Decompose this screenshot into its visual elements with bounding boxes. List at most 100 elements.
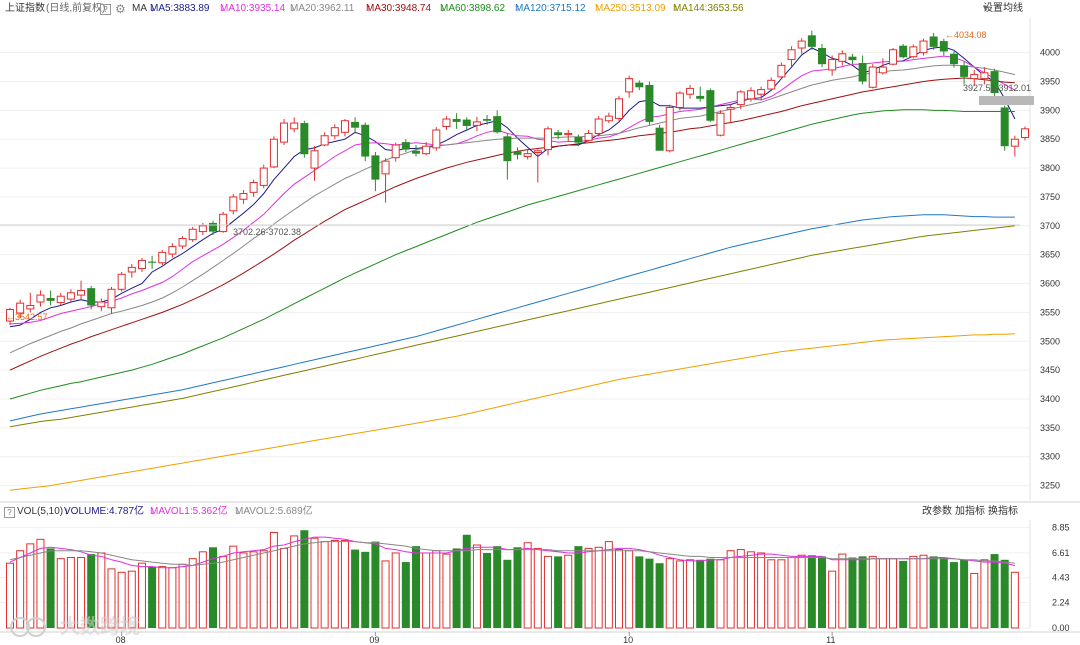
volume-bar-up — [1010, 571, 1019, 629]
volume-bar-up — [422, 552, 431, 629]
change-params-button[interactable]: 改参数 — [922, 506, 952, 517]
volume-bar-up — [543, 555, 552, 629]
candle-body-up — [16, 302, 25, 314]
candle-body-up — [107, 288, 116, 309]
low-annotation: ←3542.57 — [6, 312, 48, 322]
candles — [6, 30, 1029, 326]
ma-line-ma20 — [9, 64, 1016, 354]
ma-line-ma10 — [9, 55, 1016, 325]
volume-bar-up — [736, 549, 745, 629]
volume-bar-up — [36, 538, 45, 629]
candle-body-down — [635, 82, 644, 88]
volume-bar-down — [483, 552, 492, 628]
candle-body-down — [513, 151, 522, 155]
volume-bar-up — [584, 547, 593, 629]
add-indicator-button[interactable]: 加指标 — [955, 506, 985, 517]
candle-body-up — [381, 160, 390, 175]
candle-body-up — [615, 98, 623, 119]
candle-body-up — [310, 150, 319, 169]
volume-bar-up — [158, 566, 167, 629]
price-tick-label: 3250 — [1040, 481, 1060, 491]
candle-body-down — [1000, 107, 1009, 147]
volume-bar-down — [351, 549, 360, 628]
volume-bar-down — [655, 563, 664, 628]
candle-body-up — [970, 74, 979, 80]
price-tick-label: 3950 — [1040, 76, 1060, 86]
volume-bar-down — [960, 559, 969, 628]
swap-indicator-button[interactable]: 换指标 — [988, 506, 1018, 517]
volume-tick-label: 8.85 — [1052, 522, 1070, 532]
volume-bar-up — [340, 539, 349, 629]
volume-bar-up — [290, 535, 299, 629]
price-tick-label: 3300 — [1040, 452, 1060, 462]
mode-label: (日线,前复权) — [46, 3, 106, 14]
candle-body-up — [980, 72, 989, 80]
volume-bar-up — [797, 554, 806, 629]
gap-label-1: 3702.26-3702.38 — [233, 227, 301, 237]
candle-body-up — [442, 118, 451, 128]
volume-bar-up — [980, 559, 989, 629]
candle-body-up — [66, 292, 75, 300]
candle-body-up — [1021, 128, 1029, 138]
volume-tick-label: 6.61 — [1052, 548, 1070, 558]
candle-body-up — [6, 309, 14, 322]
volume-bar-down — [635, 556, 644, 628]
price-tick-label: 3350 — [1040, 423, 1060, 433]
volume-bar-up — [26, 543, 35, 629]
volume-bar-down — [371, 541, 380, 628]
volume-bar-down — [513, 547, 522, 628]
volume-bar-down — [412, 546, 420, 628]
candle-body-up — [137, 259, 146, 270]
volume-bar-down — [818, 556, 826, 628]
volume-bar-up — [320, 541, 329, 629]
candle-body-up — [533, 150, 542, 153]
price-tick-label: 3600 — [1040, 279, 1060, 289]
volume-axis: 8.85 6.61 4.43 2.24 0.00 — [0, 520, 1080, 633]
candle-body-up — [188, 228, 197, 241]
month-label: 09 — [369, 635, 379, 645]
candle-body-down — [858, 63, 867, 82]
candle-body-up — [787, 49, 796, 61]
candle-body-up — [746, 90, 755, 100]
volume-bar-up — [746, 551, 755, 629]
volume-bar-up — [838, 553, 847, 629]
candle-body-down — [209, 222, 217, 232]
candle-body-up — [26, 304, 35, 310]
candle-body-up — [736, 91, 745, 106]
volume-tick-label: 4.43 — [1052, 573, 1070, 583]
candle-body-up — [229, 196, 238, 212]
month-label: 08 — [116, 635, 126, 645]
volume-bar-up — [259, 550, 268, 629]
candle-body-down — [412, 150, 420, 154]
volume-bar-up — [919, 554, 928, 629]
volume-bar-up — [6, 562, 14, 629]
candle-body-up — [330, 127, 339, 137]
vol-label: VOL(5,10) — [17, 506, 64, 517]
candle-body-up — [340, 120, 349, 133]
volume-bar-up — [604, 541, 613, 629]
candle-body-up — [97, 301, 106, 308]
candle-body-up — [239, 192, 248, 200]
volume-bar-down — [858, 556, 867, 628]
candle-body-up — [838, 53, 847, 62]
ma-line-ma120 — [9, 214, 1015, 422]
volume-ma-mavol2 — [9, 541, 1015, 567]
candle-body-down — [574, 136, 583, 143]
candle-body-down — [899, 45, 908, 58]
volume-header: ? VOL(5,10) VOLUME:4.787亿 ↓ MAVOL1:5.362… — [0, 503, 1080, 521]
candle-body-up — [320, 135, 329, 146]
volume-bar-down — [645, 558, 654, 628]
candle-body-up — [259, 167, 268, 186]
candle-body-up — [117, 273, 126, 290]
volume-bar-down — [554, 556, 563, 628]
volume-bar-down — [493, 546, 502, 628]
volume-bar-down — [939, 557, 948, 628]
gear-icon[interactable]: ⚙ — [115, 2, 126, 16]
volume-bar-up — [137, 562, 146, 629]
volume-bar-down — [87, 554, 96, 628]
candle-body-down — [462, 119, 471, 126]
candle-body-up — [432, 129, 441, 149]
volume-bar-up — [330, 539, 339, 629]
volume-tick-label: 0.00 — [1052, 623, 1070, 633]
